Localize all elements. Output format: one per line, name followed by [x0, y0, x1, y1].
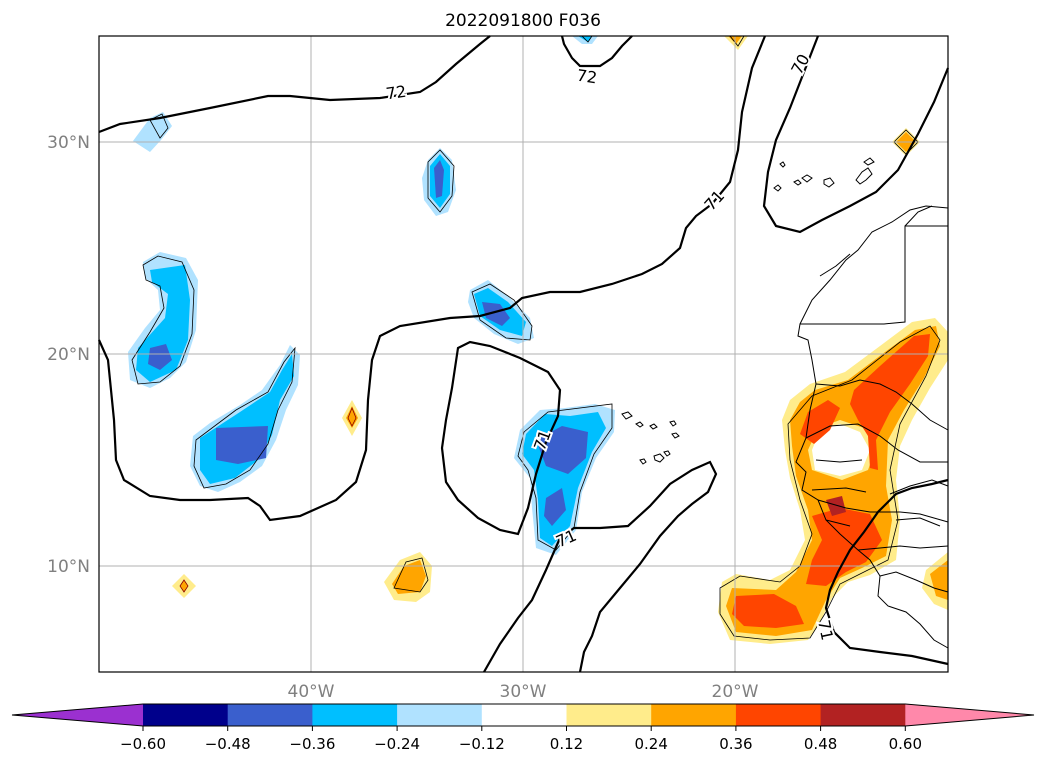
contour-71-east	[824, 478, 949, 666]
contour-70	[762, 35, 950, 234]
contour-label: 72	[576, 66, 599, 88]
colorbar: −0.60 −0.48 −0.36 −0.24 −0.12 0.12 0.24 0.36 0.4…	[11, 703, 1035, 753]
lat-label-30n: 30°N	[47, 133, 90, 153]
lat-label-20n: 20°N	[47, 345, 90, 365]
colorbar-segment	[481, 704, 567, 726]
colorbar-segment	[651, 704, 737, 726]
gridlines	[99, 36, 948, 672]
map-title: 2022091800 F036	[445, 11, 601, 31]
coastlines	[621, 157, 949, 649]
contour-71-south	[483, 460, 718, 673]
positive-anomaly-regions	[172, 36, 948, 644]
colorbar-segment	[735, 704, 822, 726]
contour-72	[98, 35, 491, 134]
contour-label: 72	[385, 82, 408, 104]
colorbar-tick-label: 0.12	[550, 735, 583, 753]
contour-72-upper	[560, 35, 633, 68]
anomaly-outlines	[131, 35, 941, 641]
colorbar-tick-label: −0.36	[289, 735, 335, 753]
colorbar-tick-label: −0.12	[459, 735, 505, 753]
coastline-africa	[795, 225, 949, 649]
colorbar-tick-label: 0.24	[634, 735, 667, 753]
colorbar-tick-label: 0.48	[804, 735, 837, 753]
lon-label-30w: 30°W	[500, 682, 547, 702]
colorbar-segment	[312, 704, 398, 726]
colorbar-segment	[227, 704, 313, 726]
contour-71-north	[97, 35, 767, 522]
colorbar-tick-label: 0.60	[889, 735, 922, 753]
colorbar-extend-high	[905, 704, 1034, 726]
lon-label-20w: 20°W	[712, 682, 759, 702]
contour-71-loop	[440, 340, 562, 536]
map-area: 72 72 70 71 71 71 71	[97, 35, 950, 673]
map-frame	[98, 35, 949, 673]
lat-label-10n: 10°N	[47, 557, 90, 577]
colorbar-extend-low	[12, 704, 143, 726]
colorbar-segment	[566, 704, 652, 726]
country-borders	[805, 379, 949, 593]
contour-lines	[97, 35, 950, 673]
colorbar-tick-label: 0.36	[719, 735, 752, 753]
colorbar-tick-label: −0.24	[374, 735, 420, 753]
canary-islands	[773, 157, 875, 192]
colorbar-segment	[143, 704, 229, 726]
colorbar-segment	[820, 704, 906, 726]
latitude-labels: 30°N 20°N 10°N	[47, 133, 90, 577]
lon-label-40w: 40°W	[288, 682, 335, 702]
longitude-labels: 40°W 30°W 20°W	[288, 682, 759, 702]
colorbar-tick-label: −0.48	[205, 735, 251, 753]
cape-verde-islands	[621, 411, 680, 465]
colorbar-segment	[397, 704, 483, 726]
colorbar-tick-label: −0.60	[120, 735, 166, 753]
